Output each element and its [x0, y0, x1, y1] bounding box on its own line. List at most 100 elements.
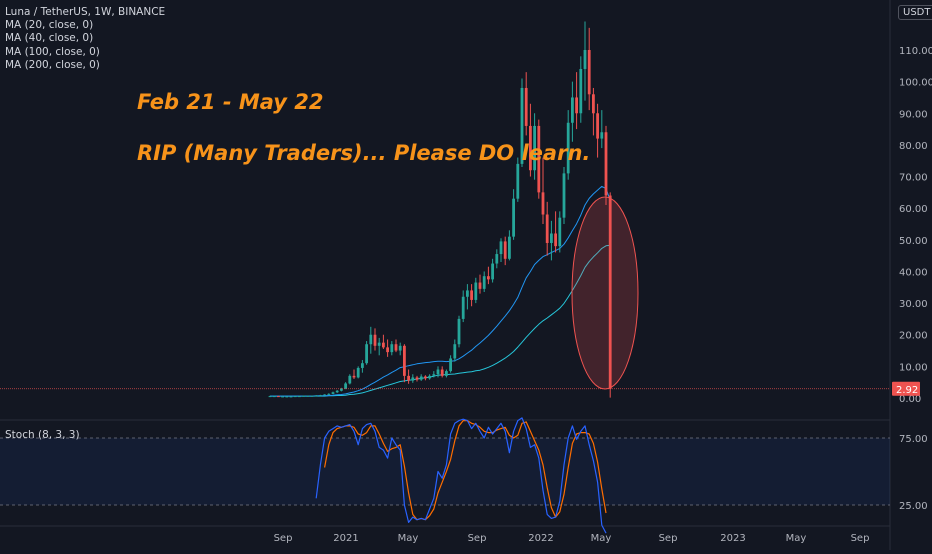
candle-body[interactable]: [575, 97, 578, 114]
candle-body[interactable]: [487, 276, 490, 280]
candle-body[interactable]: [562, 173, 566, 218]
candle-body[interactable]: [520, 87, 524, 164]
candle-body[interactable]: [579, 68, 583, 114]
candle-body[interactable]: [516, 163, 520, 199]
candle-body[interactable]: [440, 369, 444, 376]
last-price-label[interactable]: 2.92: [896, 385, 918, 396]
candle-body[interactable]: [600, 132, 604, 139]
candle-body[interactable]: [382, 342, 385, 348]
currency-label[interactable]: USDT: [898, 5, 932, 20]
price-tick-label[interactable]: 0.00: [899, 394, 921, 405]
candle-body[interactable]: [482, 276, 486, 289]
price-tick-label[interactable]: 110.00: [899, 46, 932, 57]
price-tick-label[interactable]: 70.00: [899, 173, 928, 184]
candle-body[interactable]: [369, 334, 373, 345]
ma20-legend[interactable]: MA (20, close, 0): [5, 19, 94, 32]
price-tick-label[interactable]: 80.00: [899, 141, 928, 152]
candle-body[interactable]: [281, 396, 284, 398]
candle-body[interactable]: [361, 363, 364, 368]
candle-body[interactable]: [319, 395, 322, 397]
candle-body[interactable]: [596, 113, 599, 139]
crash-highlight-ellipse[interactable]: [571, 196, 639, 390]
candle-body[interactable]: [394, 344, 398, 351]
price-tick-label[interactable]: 30.00: [899, 299, 928, 310]
candle-body[interactable]: [310, 395, 314, 397]
price-tick-label[interactable]: 50.00: [899, 236, 928, 247]
candle-body[interactable]: [512, 198, 515, 237]
candle-body[interactable]: [323, 394, 326, 396]
candle-body[interactable]: [289, 396, 293, 398]
time-tick-label[interactable]: May: [398, 533, 419, 544]
candle-body[interactable]: [352, 375, 356, 378]
price-tick-label[interactable]: 100.00: [899, 78, 932, 89]
candle-body[interactable]: [344, 383, 347, 389]
candle-body[interactable]: [587, 50, 591, 95]
stoch-tick-label[interactable]: 75.00: [899, 434, 928, 445]
stoch-tick-label[interactable]: 25.00: [899, 501, 928, 512]
candle-body[interactable]: [403, 345, 406, 376]
time-tick-label[interactable]: May: [786, 533, 807, 544]
candle-body[interactable]: [306, 395, 310, 397]
candle-body[interactable]: [335, 390, 339, 393]
candle-body[interactable]: [398, 345, 402, 351]
candle-body[interactable]: [474, 282, 478, 300]
price-tick-label[interactable]: 10.00: [899, 362, 928, 373]
candle-body[interactable]: [604, 132, 608, 196]
candle-body[interactable]: [298, 396, 301, 398]
candle-body[interactable]: [285, 396, 289, 398]
time-tick-label[interactable]: Sep: [274, 533, 293, 544]
candle-body[interactable]: [478, 282, 482, 289]
candle-body[interactable]: [508, 236, 511, 259]
candle-body[interactable]: [436, 369, 440, 375]
candle-body[interactable]: [503, 241, 507, 259]
candle-body[interactable]: [566, 122, 570, 174]
symbol-title[interactable]: Luna / TetherUS, 1W, BINANCE: [5, 6, 166, 18]
candle-body[interactable]: [550, 233, 553, 243]
candle-body[interactable]: [390, 344, 394, 353]
candle-body[interactable]: [495, 254, 499, 264]
candle-body[interactable]: [445, 371, 448, 376]
candle-body[interactable]: [428, 375, 431, 379]
candle-body[interactable]: [272, 396, 276, 398]
candle-body[interactable]: [499, 241, 503, 255]
stoch-label[interactable]: Stoch (8, 3, 3): [5, 429, 80, 441]
candle-body[interactable]: [411, 377, 415, 381]
candle-body[interactable]: [365, 344, 368, 364]
candle-body[interactable]: [470, 290, 473, 300]
candle-body[interactable]: [268, 396, 272, 398]
candle-body[interactable]: [457, 318, 461, 345]
candle-body[interactable]: [293, 396, 297, 398]
candle-body[interactable]: [424, 376, 427, 379]
candle-body[interactable]: [277, 396, 280, 398]
candle-body[interactable]: [466, 290, 469, 297]
candle-body[interactable]: [314, 395, 318, 397]
price-tick-label[interactable]: 60.00: [899, 204, 928, 215]
ma100-legend[interactable]: MA (100, close, 0): [5, 45, 100, 58]
stoch-pane[interactable]: [0, 417, 890, 534]
candle-body[interactable]: [524, 87, 528, 126]
candle-body[interactable]: [419, 376, 423, 380]
candle-body[interactable]: [386, 347, 389, 353]
time-tick-label[interactable]: 2023: [720, 533, 745, 544]
ma200-legend[interactable]: MA (200, close, 0): [5, 58, 100, 71]
highlight-ellipse[interactable]: [571, 196, 639, 390]
candle-body[interactable]: [327, 393, 331, 395]
annotation-date-range[interactable]: Feb 21 - May 22: [137, 90, 324, 114]
price-tick-label[interactable]: 90.00: [899, 109, 928, 120]
last-price-tag[interactable]: [892, 381, 920, 396]
time-tick-label[interactable]: Sep: [468, 533, 487, 544]
candle-body[interactable]: [340, 388, 343, 391]
time-tick-label[interactable]: May: [591, 533, 612, 544]
time-tick-label[interactable]: Sep: [851, 533, 870, 544]
candle-body[interactable]: [453, 344, 457, 359]
time-tick-label[interactable]: Sep: [659, 533, 678, 544]
candle-body[interactable]: [449, 358, 452, 372]
candle-body[interactable]: [608, 195, 612, 389]
price-tick-label[interactable]: 20.00: [899, 331, 928, 342]
time-tick-label[interactable]: 2022: [528, 533, 553, 544]
candle-body[interactable]: [356, 367, 360, 378]
candle-body[interactable]: [373, 334, 377, 346]
axes[interactable]: 110.00 100.00 90.00 80.00 70.00 60.00 50.00 40.…: [0, 46, 932, 544]
